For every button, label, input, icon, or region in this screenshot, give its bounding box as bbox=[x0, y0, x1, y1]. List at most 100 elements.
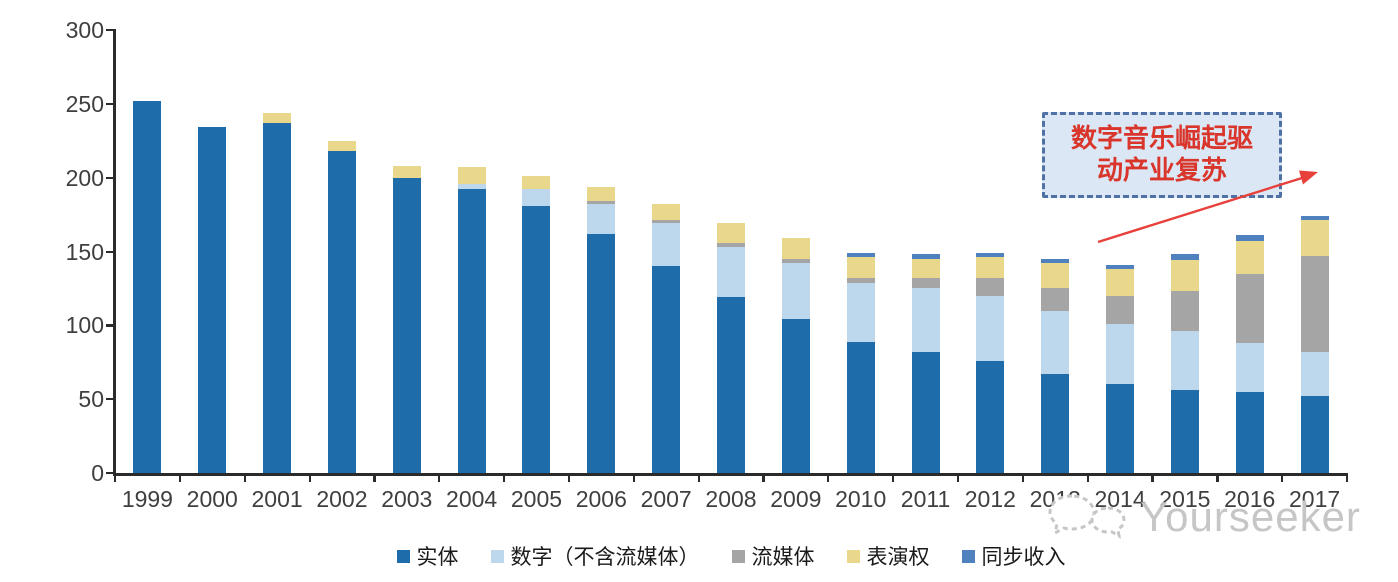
bar-segment-2006 bbox=[587, 201, 616, 205]
bar-segment-2010 bbox=[846, 282, 875, 342]
x-tick-mark bbox=[373, 473, 376, 482]
bar-segment-2012 bbox=[976, 278, 1005, 296]
bar-segment-2009 bbox=[781, 319, 810, 473]
bar-segment-2016 bbox=[1235, 391, 1264, 473]
bar-segment-2015 bbox=[1170, 291, 1199, 332]
bar-segment-2005 bbox=[522, 189, 551, 206]
bar-segment-2004 bbox=[457, 183, 486, 190]
watermark: Yourseeker bbox=[1042, 488, 1361, 546]
legend-label: 表演权 bbox=[866, 545, 930, 569]
x-tick-mark bbox=[1021, 473, 1024, 482]
bar-segment-2003 bbox=[392, 177, 421, 473]
bar-segment-2013 bbox=[1041, 374, 1070, 473]
legend-swatch-icon bbox=[490, 549, 504, 563]
x-tick-mark bbox=[1346, 473, 1349, 482]
x-tick-label: 1999 bbox=[121, 486, 173, 512]
annotation-line-2: 动产业复苏 bbox=[1096, 156, 1227, 186]
x-tick-mark bbox=[827, 473, 830, 482]
x-tick-mark bbox=[1086, 473, 1089, 482]
y-tick-mark bbox=[106, 472, 114, 475]
y-tick-label: 100 bbox=[65, 312, 104, 339]
bar-segment-2017 bbox=[1300, 396, 1329, 473]
y-tick-label: 300 bbox=[65, 17, 104, 43]
legend-label: 流媒体 bbox=[751, 545, 815, 569]
bar-segment-2006 bbox=[587, 233, 616, 473]
x-tick-label: 2006 bbox=[575, 486, 627, 512]
legend-label: 实体 bbox=[416, 545, 459, 569]
bar-segment-2009 bbox=[781, 258, 810, 264]
watermark-text: Yourseeker bbox=[1140, 493, 1361, 540]
legend-swatch-icon bbox=[846, 549, 860, 563]
annotation-callout: 数字音乐崛起驱 动产业复苏 bbox=[1042, 112, 1282, 198]
legend-swatch-icon bbox=[396, 549, 410, 563]
x-tick-mark bbox=[1281, 473, 1284, 482]
legend-item: 实体 bbox=[396, 541, 459, 571]
x-tick-mark bbox=[762, 473, 765, 482]
bar-segment-2017 bbox=[1300, 255, 1329, 352]
x-tick-mark bbox=[892, 473, 895, 482]
x-tick-label: 2000 bbox=[186, 486, 238, 512]
x-tick-mark bbox=[956, 473, 960, 482]
y-tick-label: 150 bbox=[65, 238, 104, 265]
bar-segment-2016 bbox=[1235, 273, 1264, 344]
bar-segment-2008 bbox=[717, 297, 745, 473]
bar-segment-2007 bbox=[652, 223, 681, 267]
y-tick-label: 200 bbox=[65, 164, 104, 191]
bar-segment-2016 bbox=[1235, 343, 1264, 392]
bar-segment-2009 bbox=[781, 263, 810, 320]
bar-segment-2003 bbox=[392, 165, 421, 178]
x-tick-label: 2016 bbox=[1224, 486, 1276, 512]
legend-item: 同步收入 bbox=[961, 541, 1066, 571]
bar-segment-2010 bbox=[846, 252, 875, 258]
x-tick-label: 2010 bbox=[835, 486, 887, 512]
bar-segment-2014 bbox=[1106, 384, 1135, 473]
bar-segment-2012 bbox=[976, 295, 1005, 361]
x-tick-mark bbox=[567, 473, 571, 482]
bar-segment-2006 bbox=[587, 186, 616, 202]
bar-segment-2013 bbox=[1041, 288, 1070, 311]
y-tick-label: 50 bbox=[78, 386, 104, 413]
bar-segment-2011 bbox=[911, 254, 940, 259]
bar-segment-2011 bbox=[911, 278, 940, 289]
legend-label: 同步收入 bbox=[981, 545, 1066, 569]
bar-segment-2007 bbox=[652, 204, 681, 221]
x-tick-label: 2014 bbox=[1094, 486, 1146, 512]
x-tick-label: 2015 bbox=[1159, 486, 1211, 512]
bar-segment-2014 bbox=[1106, 269, 1135, 296]
bar-segment-2005 bbox=[522, 176, 551, 190]
bar-segment-2011 bbox=[911, 258, 940, 279]
chat-bubbles-icon bbox=[1048, 494, 1126, 539]
x-tick-mark bbox=[114, 473, 117, 482]
bar-segment-2017 bbox=[1300, 351, 1329, 397]
legend-label: 数字（不含流媒体） bbox=[510, 545, 700, 569]
bar-segment-2006 bbox=[587, 204, 616, 234]
y-tick-mark bbox=[106, 250, 114, 253]
x-axis-line bbox=[113, 473, 1347, 476]
y-tick-mark bbox=[106, 176, 114, 179]
x-tick-label: 2007 bbox=[640, 486, 692, 512]
bar-segment-2010 bbox=[846, 278, 875, 283]
x-tick-label: 2012 bbox=[964, 486, 1016, 512]
legend-item: 表演权 bbox=[846, 541, 930, 571]
bar-segment-2012 bbox=[976, 252, 1005, 258]
y-tick-mark bbox=[106, 324, 114, 327]
bar-segment-2016 bbox=[1235, 241, 1264, 274]
bar-segment-2011 bbox=[911, 351, 940, 473]
x-tick-mark bbox=[243, 473, 246, 482]
x-tick-mark bbox=[632, 473, 635, 482]
bar-segment-2008 bbox=[717, 223, 745, 243]
bar-segment-2001 bbox=[263, 112, 292, 124]
x-tick-mark bbox=[503, 473, 506, 482]
bar-segment-2005 bbox=[522, 205, 551, 473]
bar-segment-2012 bbox=[976, 360, 1005, 473]
bar-segment-2014 bbox=[1106, 323, 1135, 385]
bar-segment-2012 bbox=[976, 257, 1005, 279]
bar-segment-2002 bbox=[327, 151, 356, 473]
x-tick-mark bbox=[1151, 473, 1154, 482]
x-tick-mark bbox=[438, 473, 441, 482]
x-tick-label: 2008 bbox=[705, 486, 757, 512]
y-tick-label: 250 bbox=[65, 90, 104, 117]
x-tick-label: 2011 bbox=[900, 486, 951, 512]
y-tick-mark bbox=[106, 102, 114, 106]
x-tick-label: 2002 bbox=[316, 486, 368, 512]
